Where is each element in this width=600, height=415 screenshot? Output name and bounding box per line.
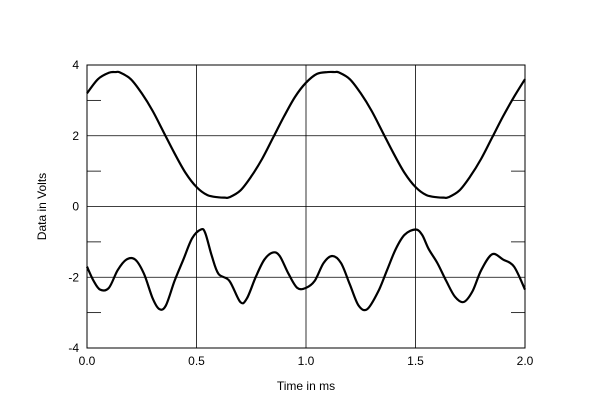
- series-lines: [85, 70, 526, 312]
- x-tick-label: 0.5: [188, 354, 205, 368]
- grid: [86, 64, 526, 349]
- y-tick-label: 4: [72, 58, 79, 72]
- y-tick-label: -2: [68, 270, 79, 284]
- series-line-1: [86, 70, 526, 200]
- x-axis-label: Time in ms: [277, 379, 335, 393]
- y-tick-label: 2: [72, 129, 79, 143]
- y-tick-label: -4: [68, 341, 79, 355]
- x-tick-label: 1.5: [407, 354, 424, 368]
- plot-frame: [86, 64, 526, 349]
- x-tick-label: 1.0: [298, 354, 315, 368]
- x-tick-label: 2.0: [517, 354, 534, 368]
- y-axis-label: Data in Volts: [35, 173, 49, 240]
- series-line-2: [85, 227, 526, 312]
- tick-labels: 0.0 0.5 1.0 1.5 2.0 -4 -2 0 2 4: [68, 58, 533, 368]
- x-tick-label: 0.0: [79, 354, 96, 368]
- y-tick-label: 0: [72, 200, 79, 214]
